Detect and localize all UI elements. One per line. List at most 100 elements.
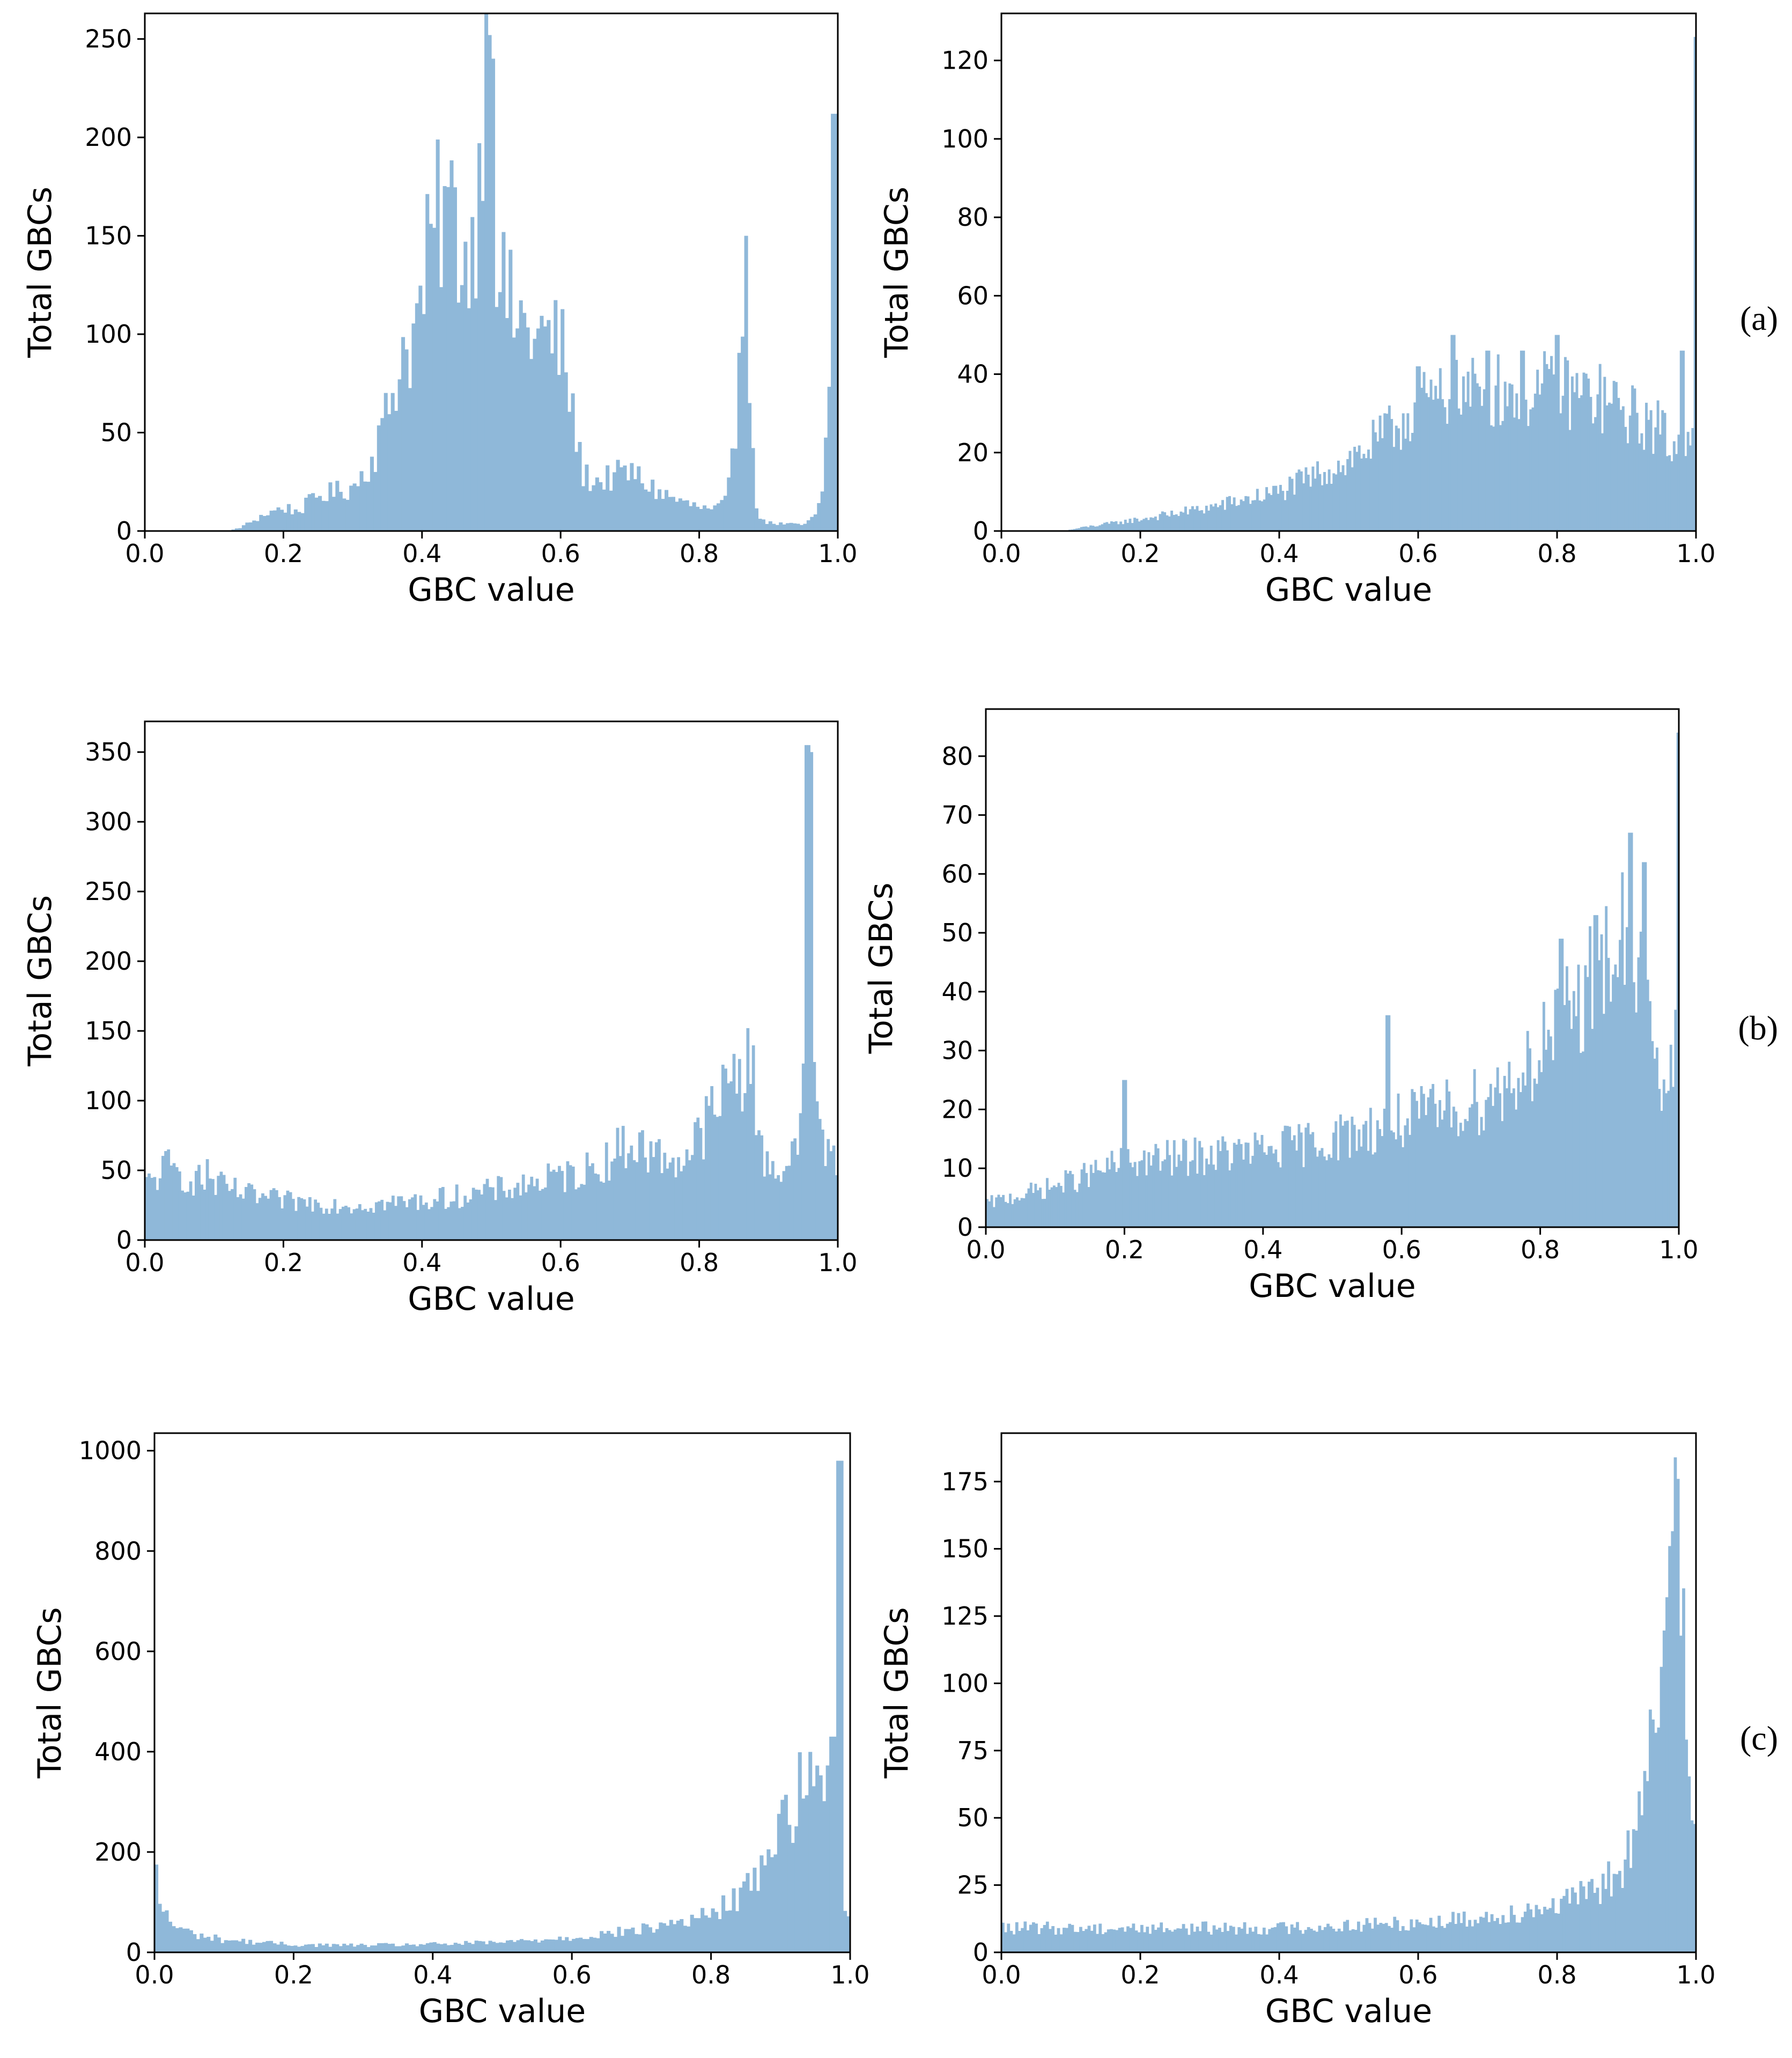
histogram-bar — [283, 512, 287, 531]
histogram-bar — [682, 1166, 686, 1240]
histogram-bar — [1249, 504, 1252, 531]
histogram-bar — [1247, 1142, 1250, 1227]
histogram-bar — [610, 1161, 614, 1240]
histogram-bar — [589, 1937, 593, 1952]
histogram-bar — [269, 1941, 274, 1952]
y-tick-label: 10 — [941, 1154, 973, 1183]
histogram-bar — [272, 1188, 276, 1240]
histogram-bar — [1576, 1904, 1580, 1952]
x-tick-label: 0.6 — [541, 1248, 580, 1277]
histogram-bar — [1679, 1635, 1683, 1952]
histogram-bar — [648, 1927, 652, 1952]
histogram-bar — [1071, 1174, 1074, 1227]
histogram-bar — [1580, 395, 1583, 531]
histogram-bar — [1639, 931, 1642, 1227]
histogram-bar — [363, 1945, 367, 1952]
histogram-bar — [654, 499, 658, 531]
histogram-bar — [241, 1198, 245, 1240]
histogram-bar — [1621, 1887, 1624, 1952]
histogram-bar — [1538, 1060, 1541, 1227]
x-tick-label: 0.8 — [691, 1960, 731, 1989]
y-tick-label: 75 — [957, 1736, 989, 1765]
histogram-bar — [1524, 400, 1528, 531]
histogram-bar — [1270, 495, 1273, 531]
histogram-bar — [1376, 1924, 1380, 1952]
histogram-bar — [555, 1172, 558, 1240]
histogram-bar — [1508, 1061, 1511, 1227]
histogram-bar — [1011, 1204, 1014, 1227]
histogram-bar — [363, 481, 367, 531]
histogram-bar — [1235, 506, 1238, 531]
histogram-bar — [671, 1157, 675, 1240]
histogram-bar — [1546, 1909, 1550, 1952]
y-tick-label: 80 — [941, 742, 973, 771]
histogram-bar — [1607, 957, 1610, 1227]
histogram-bar — [1332, 1929, 1336, 1952]
histogram-bar — [702, 1159, 705, 1240]
histogram-bar — [786, 523, 790, 531]
histogram-bar — [1191, 506, 1194, 531]
y-tick-label: 25 — [957, 1871, 989, 1900]
histogram-bar — [1101, 524, 1104, 531]
histogram-bar — [424, 1203, 428, 1240]
histogram-bar — [1374, 1917, 1377, 1952]
histogram-bar — [1397, 428, 1400, 531]
histogram-bar — [1230, 504, 1234, 531]
histogram-bar — [1223, 1922, 1227, 1952]
histogram-bar — [782, 1171, 786, 1240]
x-tick-label: 0.8 — [1537, 539, 1576, 568]
histogram-bar — [1334, 1931, 1338, 1952]
histogram-bar — [739, 1887, 743, 1952]
histogram-bar — [1575, 373, 1579, 531]
histogram-bar — [1151, 1924, 1155, 1952]
histogram-bar — [1149, 1166, 1153, 1227]
histogram-bar — [1446, 1079, 1448, 1227]
histogram-bar — [1418, 1118, 1421, 1227]
histogram-bar — [1334, 1121, 1338, 1227]
histogram-bar — [436, 139, 440, 531]
histogram-bar — [536, 328, 541, 531]
histogram-bar — [798, 1752, 802, 1952]
histogram-bar — [1268, 1929, 1272, 1952]
histogram-bar — [1273, 1927, 1277, 1952]
histogram-bar — [415, 303, 419, 531]
histogram-bar — [1203, 1175, 1206, 1227]
histogram-bar — [378, 1201, 381, 1240]
histogram-bar — [694, 1122, 697, 1240]
histogram-bar — [1503, 1075, 1506, 1227]
histogram-bar — [1529, 1048, 1531, 1227]
histogram-bar — [746, 1873, 750, 1952]
histogram-bar — [1021, 1928, 1024, 1952]
histogram-bar — [574, 452, 579, 531]
histogram-bar — [509, 1940, 513, 1952]
histogram-bar — [1607, 402, 1611, 531]
y-tick-label: 250 — [85, 25, 132, 54]
histogram-bar — [366, 1211, 370, 1240]
histogram-bar — [558, 1936, 562, 1952]
histogram-bar — [1135, 518, 1139, 531]
histogram-bar — [659, 1922, 663, 1952]
histogram-bar — [1545, 364, 1548, 531]
histogram-bar — [732, 1053, 736, 1240]
histogram-bar — [1163, 1159, 1167, 1227]
histogram-bar — [1629, 1868, 1633, 1952]
histogram-bar — [1413, 1092, 1416, 1227]
histogram-bar — [1564, 357, 1567, 531]
histogram-bar — [1212, 506, 1215, 531]
histogram-bar — [675, 501, 679, 531]
histogram-bar — [211, 1179, 215, 1240]
histogram-bar — [463, 1196, 467, 1240]
histogram-bar — [1286, 1126, 1289, 1227]
x-tick-label: 1.0 — [1659, 1235, 1698, 1264]
histogram-bar — [1674, 1009, 1677, 1227]
histogram-bar — [1265, 1155, 1269, 1227]
histogram-bar — [158, 1178, 162, 1240]
histogram-bar — [374, 1202, 378, 1240]
histogram-bar — [1096, 1170, 1100, 1227]
histogram-bar — [1499, 1924, 1502, 1952]
histogram-bar — [1427, 1097, 1430, 1227]
histogram-bar — [527, 1184, 530, 1240]
histogram-bar — [443, 186, 447, 532]
histogram-bar — [427, 1209, 431, 1240]
y-tick-label: 40 — [941, 977, 973, 1006]
